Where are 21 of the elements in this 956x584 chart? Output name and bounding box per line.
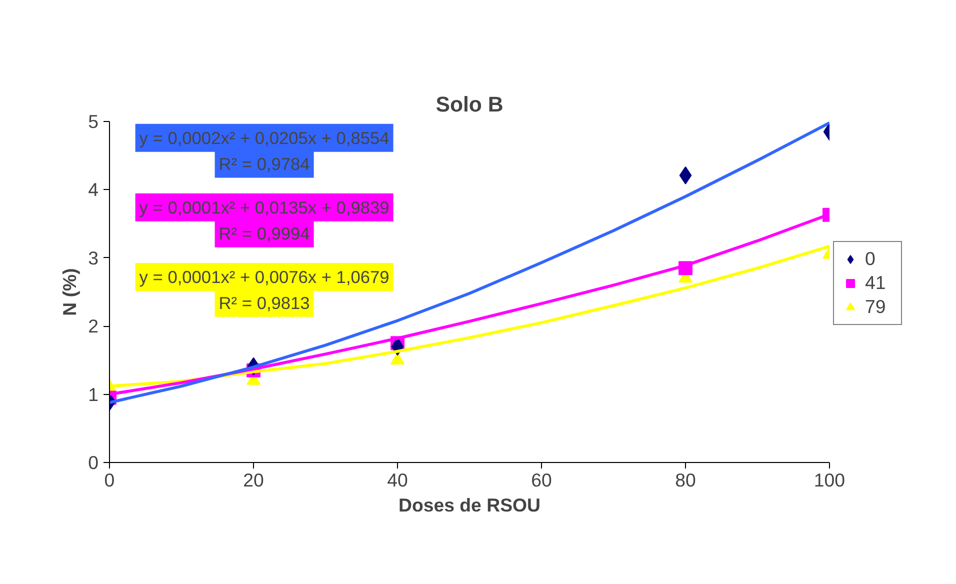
x-axis-title: Doses de RSOU (398, 494, 541, 516)
x-tick-label: 60 (531, 470, 552, 490)
y-tick-label: 4 (88, 179, 99, 200)
y-tick-label: 3 (88, 247, 99, 268)
x-tick-label: 100 (814, 470, 846, 490)
y-tick-label: 0 (88, 452, 99, 473)
y-tick-label: 1 (88, 384, 99, 405)
x-tick-label: 20 (243, 470, 264, 490)
annotation: y = 0,0002x² + 0,0205x + 0,8554 R² = 0,9784 (139, 128, 390, 174)
legend-label: 79 (865, 296, 887, 318)
annotation: y = 0,0001x² + 0,0135x + 0,9839 R² = 0,9994 (139, 197, 390, 244)
chart-title: Solo B (436, 92, 504, 116)
annotation: y = 0,0001x² + 0,0076x + 1,0679 R² = 0,9813 (139, 266, 390, 313)
legend-label: 41 (865, 272, 887, 294)
legend-label: 0 (865, 248, 876, 270)
x-tick-label: 80 (675, 470, 696, 490)
y-tick-label: 5 (88, 111, 99, 132)
y-axis-title: N (%) (59, 268, 80, 316)
x-tick-label: 40 (387, 470, 408, 490)
x-tick-label: 0 (104, 470, 115, 490)
y-tick-label: 2 (88, 316, 99, 337)
